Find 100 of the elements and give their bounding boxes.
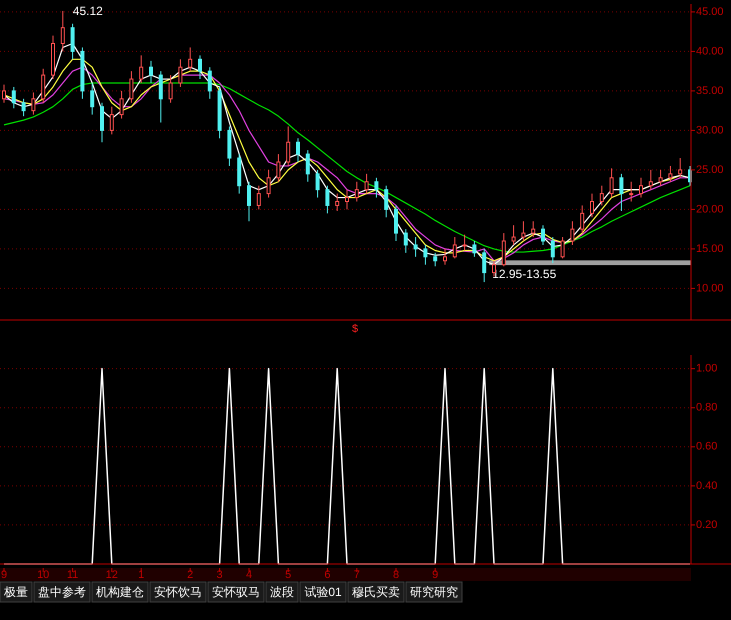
text: 试验01 xyxy=(304,585,342,600)
candlestick xyxy=(482,248,486,283)
candlestick xyxy=(325,185,330,214)
y-tick-label: 30.00 xyxy=(696,124,724,136)
candlestick xyxy=(433,252,438,267)
candlestick xyxy=(580,204,584,234)
x-tick-label: 10 xyxy=(37,568,50,581)
candlestick xyxy=(423,244,428,266)
text: 穆氏买卖 xyxy=(352,585,400,600)
candlestick xyxy=(286,126,290,166)
candlestick xyxy=(90,82,94,116)
candlestick xyxy=(276,154,280,182)
band-label: 12.95-13.55 xyxy=(492,267,557,282)
x-tick-label: 6 xyxy=(324,568,330,581)
candlestick xyxy=(139,54,144,84)
candlestick xyxy=(208,66,212,100)
candlestick xyxy=(22,98,26,117)
text: 安怀驭马 xyxy=(212,585,260,600)
candlestick xyxy=(31,92,36,116)
y-tick-label: 10.00 xyxy=(696,282,724,294)
candlestick xyxy=(610,168,614,198)
x-tick-label: 8 xyxy=(392,568,400,581)
candlestick xyxy=(12,86,16,109)
candlestick xyxy=(306,150,310,182)
candlestick xyxy=(384,185,388,218)
candlestick xyxy=(2,84,6,104)
candlestick xyxy=(462,234,467,251)
candlestick xyxy=(41,68,46,104)
candlestick xyxy=(374,177,378,198)
candlestick xyxy=(266,169,271,198)
y-tick-label: 25.00 xyxy=(696,164,724,176)
candlestick xyxy=(110,106,114,135)
candlestick xyxy=(658,169,663,186)
text: 极量 xyxy=(3,585,28,600)
candlestick xyxy=(316,169,320,198)
candlestick xyxy=(443,248,447,266)
candlestick xyxy=(394,204,398,242)
candlestick xyxy=(178,58,182,88)
candlestick xyxy=(570,220,574,246)
candlestick xyxy=(512,224,516,246)
candlestick xyxy=(560,236,565,259)
text: 波段 xyxy=(270,585,294,600)
y-tick-label: 15.00 xyxy=(696,242,724,255)
candlestick xyxy=(129,70,134,104)
x-tick-label: 5 xyxy=(285,568,292,581)
text: 盘中参考 xyxy=(38,585,86,600)
candlestick xyxy=(345,189,349,210)
candlestick xyxy=(198,54,202,80)
candlestick xyxy=(335,193,340,212)
candlestick xyxy=(521,220,526,242)
x-tick-label: 3 xyxy=(216,568,223,581)
y-tick-label: 0.60 xyxy=(696,440,718,453)
y-tick-label: 1.00 xyxy=(696,362,718,375)
y-tick-label: 0.40 xyxy=(696,480,718,492)
y-tick-label: 35.00 xyxy=(696,84,724,97)
candlestick xyxy=(590,193,594,218)
y-tick-label: 0.80 xyxy=(696,402,718,414)
candlestick xyxy=(188,46,192,72)
y-tick-label: 0.20 xyxy=(696,518,718,531)
candlestick xyxy=(648,169,653,190)
candlestick xyxy=(168,74,173,104)
candlestick xyxy=(550,236,555,264)
candlestick xyxy=(472,240,476,258)
candlestick xyxy=(678,158,682,178)
candlestick xyxy=(452,236,457,259)
x-tick-label: 12 xyxy=(106,568,118,581)
x-tick-label: 2 xyxy=(187,568,194,581)
x-tick-label: 4 xyxy=(246,568,252,581)
text: 机构建仓 xyxy=(96,585,144,600)
candlestick xyxy=(541,224,545,246)
candlestick xyxy=(404,228,408,254)
candlestick xyxy=(668,165,672,182)
candlestick xyxy=(619,173,624,212)
text: 安怀饮马 xyxy=(154,585,202,600)
x-tick-label: 9 xyxy=(0,568,8,581)
candlestick xyxy=(120,90,124,120)
candlestick xyxy=(296,138,300,162)
candlestick xyxy=(247,181,251,222)
candlestick xyxy=(531,220,536,238)
candlestick xyxy=(100,102,104,143)
candlestick xyxy=(414,236,418,258)
candlestick xyxy=(256,185,261,210)
candlestick xyxy=(158,70,163,123)
candlestick xyxy=(70,23,75,60)
x-tick-label: 11 xyxy=(66,568,78,581)
candlestick xyxy=(600,185,604,206)
candlestick xyxy=(354,181,359,202)
candlestick xyxy=(364,173,369,194)
candlestick xyxy=(60,10,65,52)
text: 研究研究 xyxy=(410,585,458,600)
candlestick xyxy=(149,60,153,84)
text: $ xyxy=(352,322,358,335)
candlestick xyxy=(502,232,506,267)
x-tick-label: 9 xyxy=(432,568,438,581)
y-tick-label: 45.00 xyxy=(696,6,724,18)
candlestick xyxy=(629,181,634,202)
candlestick xyxy=(639,177,643,198)
y-tick-label: 40.00 xyxy=(696,45,724,58)
y-tick-label: 20.00 xyxy=(696,203,724,216)
x-tick-label: 7 xyxy=(354,568,360,581)
